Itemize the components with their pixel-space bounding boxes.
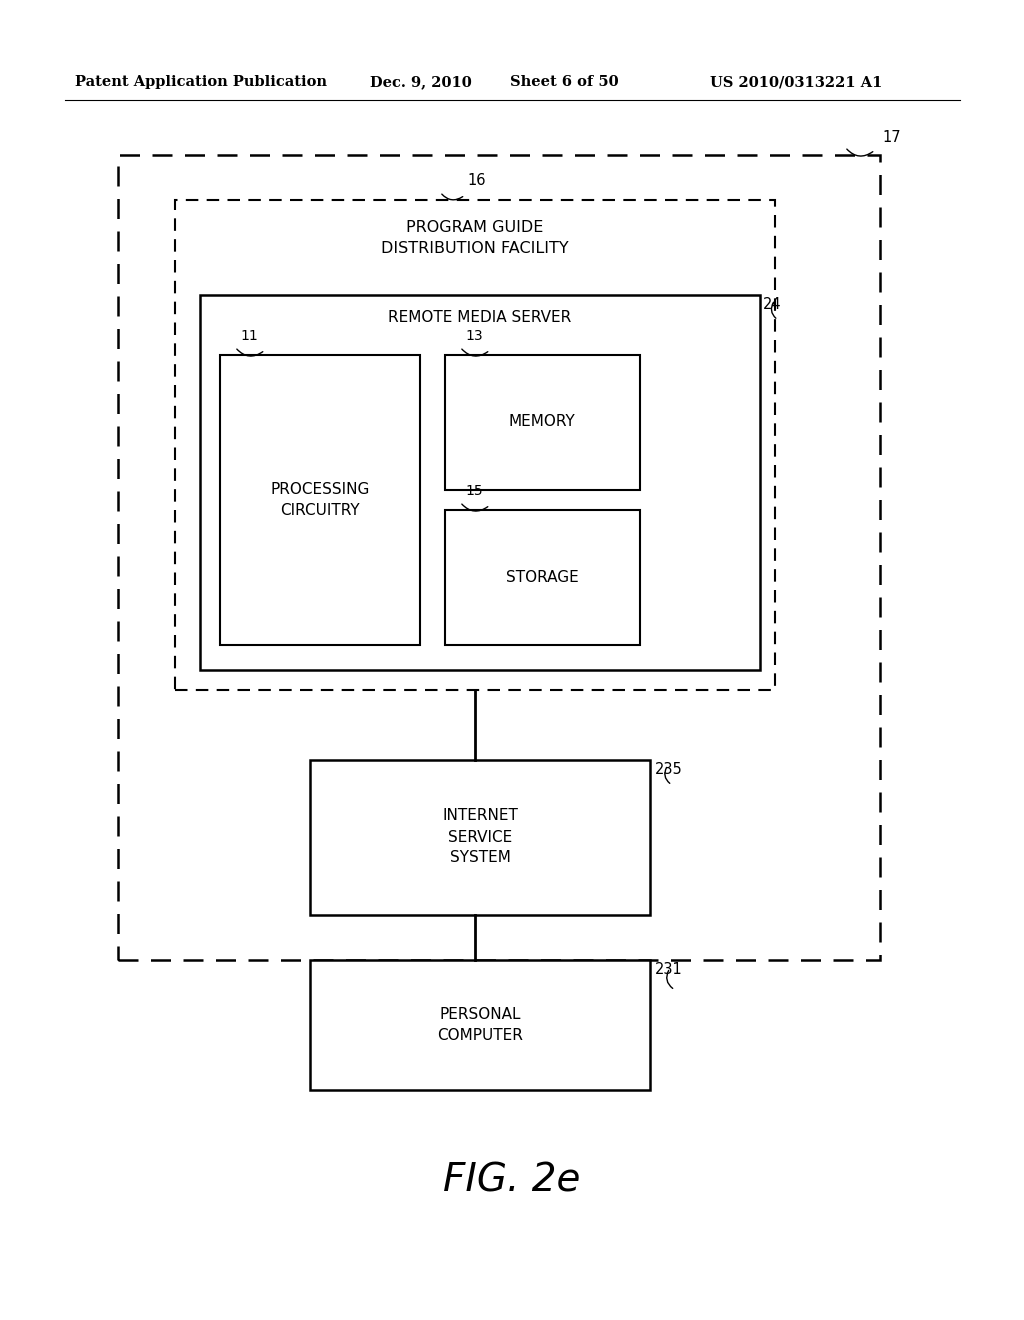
Text: MEMORY: MEMORY <box>509 414 575 429</box>
Text: 231: 231 <box>655 962 683 977</box>
FancyBboxPatch shape <box>310 760 650 915</box>
Text: INTERNET
SERVICE
SYSTEM: INTERNET SERVICE SYSTEM <box>442 808 518 866</box>
FancyBboxPatch shape <box>175 201 775 690</box>
Text: 24: 24 <box>763 297 781 312</box>
FancyBboxPatch shape <box>200 294 760 671</box>
Text: REMOTE MEDIA SERVER: REMOTE MEDIA SERVER <box>388 310 571 325</box>
Text: US 2010/0313221 A1: US 2010/0313221 A1 <box>710 75 883 88</box>
Text: PERSONAL
COMPUTER: PERSONAL COMPUTER <box>437 1007 523 1043</box>
Text: Patent Application Publication: Patent Application Publication <box>75 75 327 88</box>
FancyBboxPatch shape <box>118 154 880 960</box>
FancyBboxPatch shape <box>445 510 640 645</box>
Text: 235: 235 <box>655 762 683 777</box>
Text: 11: 11 <box>240 329 258 343</box>
FancyBboxPatch shape <box>445 355 640 490</box>
Text: 16: 16 <box>467 173 485 187</box>
Text: 17: 17 <box>882 129 901 145</box>
Text: FIG. 2e: FIG. 2e <box>443 1162 581 1199</box>
Text: 15: 15 <box>465 484 482 498</box>
FancyBboxPatch shape <box>220 355 420 645</box>
Text: STORAGE: STORAGE <box>506 569 579 585</box>
Text: PROCESSING
CIRCUITRY: PROCESSING CIRCUITRY <box>270 482 370 517</box>
Text: PROGRAM GUIDE
DISTRIBUTION FACILITY: PROGRAM GUIDE DISTRIBUTION FACILITY <box>381 220 568 256</box>
FancyBboxPatch shape <box>310 960 650 1090</box>
Text: 13: 13 <box>465 329 482 343</box>
Text: Dec. 9, 2010: Dec. 9, 2010 <box>370 75 472 88</box>
Text: Sheet 6 of 50: Sheet 6 of 50 <box>510 75 618 88</box>
